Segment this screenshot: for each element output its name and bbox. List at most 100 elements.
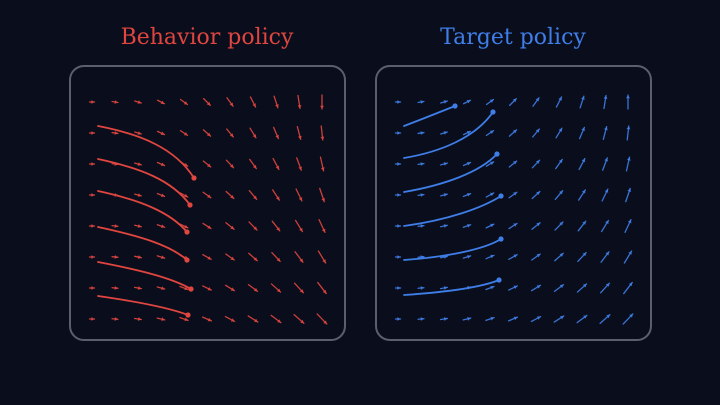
behavior-vector-arrow bbox=[249, 158, 257, 170]
target-vector-arrow bbox=[440, 286, 448, 290]
behavior-vector-arrow bbox=[294, 251, 304, 263]
behavior-trajectories bbox=[97, 125, 197, 318]
target-vector-arrow bbox=[554, 252, 564, 262]
behavior-vector-arrow bbox=[133, 317, 143, 321]
behavior-trajectory bbox=[97, 190, 190, 235]
target-vector-arrow bbox=[508, 191, 518, 199]
target-vector-arrow bbox=[440, 162, 448, 166]
behavior-vector-arrow bbox=[156, 224, 166, 229]
target-vector-arrow bbox=[394, 286, 402, 290]
behavior-vector-arrow bbox=[272, 157, 280, 171]
behavior-vector-arrow bbox=[202, 254, 212, 260]
behavior-vector-arrow bbox=[88, 100, 96, 104]
behavior-vector-arrow bbox=[248, 190, 258, 200]
target-vector-arrow bbox=[462, 223, 472, 228]
behavior-vector-arrow bbox=[111, 100, 119, 104]
target-vector-arrow bbox=[508, 254, 518, 260]
target-vector-arrow bbox=[553, 315, 565, 323]
behavior-vector-arrow bbox=[111, 255, 119, 259]
behavior-vector-arrow bbox=[179, 316, 189, 322]
target-vector-arrow bbox=[600, 219, 610, 233]
target-vector-arrow bbox=[622, 313, 634, 325]
behavior-vector-arrow bbox=[271, 220, 281, 232]
behavior-vector-arrow bbox=[320, 125, 325, 141]
behavior-vector-arrow bbox=[111, 317, 119, 321]
behavior-vector-arrow bbox=[293, 282, 305, 294]
target-vector-arrow bbox=[599, 282, 611, 294]
target-trajectory bbox=[403, 109, 496, 159]
target-vector-arrow bbox=[485, 98, 495, 106]
behavior-vector-arrow bbox=[179, 129, 189, 137]
behavior-vector-arrow bbox=[179, 285, 189, 291]
target-vector-arrow bbox=[394, 224, 402, 228]
target-trajectory bbox=[403, 103, 458, 127]
target-vector-arrow bbox=[603, 94, 608, 110]
target-vector-arrow bbox=[440, 224, 448, 228]
target-vector-arrow bbox=[394, 193, 402, 197]
behavior-vector-arrow bbox=[293, 314, 305, 324]
target-vector-arrow bbox=[554, 221, 564, 231]
behavior-vector-arrow bbox=[316, 313, 328, 325]
target-vector-arrow bbox=[626, 125, 631, 141]
behavior-vector-arrow bbox=[294, 219, 304, 233]
target-vector-arrow bbox=[394, 100, 402, 104]
behavior-vector-arrow bbox=[226, 128, 234, 138]
behavior-vector-arrow bbox=[270, 283, 282, 293]
behavior-trajectory bbox=[97, 226, 190, 263]
target-vector-arrow bbox=[485, 254, 495, 260]
behavior-vector-arrow bbox=[225, 190, 235, 200]
target-vector-arrow bbox=[439, 317, 449, 321]
target-vector-arrow bbox=[530, 284, 542, 292]
behavior-vector-arrow bbox=[225, 159, 235, 169]
behavior-vector-arrow bbox=[202, 222, 212, 230]
behavior-vector-arrow bbox=[202, 97, 212, 107]
behavior-vector-arrow bbox=[156, 286, 166, 291]
target-vector-arrow bbox=[625, 156, 631, 172]
behavior-vector-arrow bbox=[156, 99, 166, 105]
target-vector-arrow bbox=[508, 222, 518, 230]
behavior-vector-arrow bbox=[88, 255, 96, 259]
target-vector-arrow bbox=[555, 127, 563, 139]
behavior-vector-arrow bbox=[317, 281, 327, 295]
behavior-vector-arrow bbox=[296, 157, 302, 171]
target-vector-arrow bbox=[625, 187, 632, 203]
target-vector-arrow bbox=[599, 314, 611, 324]
behavior-vector-arrow bbox=[111, 286, 119, 290]
behavior-vector-arrow bbox=[224, 315, 236, 323]
target-vector-arrow bbox=[577, 220, 587, 232]
behavior-vector-arrow bbox=[179, 98, 189, 106]
behavior-vector-arrow bbox=[156, 192, 166, 198]
behavior-vector-arrow bbox=[156, 317, 166, 322]
target-vector-arrow bbox=[440, 193, 448, 197]
behavior-vector-arrow bbox=[295, 188, 303, 202]
target-vector-arrow bbox=[531, 222, 541, 230]
target-vector-arrow bbox=[394, 131, 402, 135]
target-vector-arrow bbox=[623, 281, 633, 295]
behavior-vector-arrow bbox=[248, 252, 258, 262]
target-vector-arrow bbox=[462, 316, 472, 321]
target-trajectory bbox=[403, 277, 502, 296]
target-vector-arrow bbox=[555, 96, 563, 108]
target-vector-arrow bbox=[508, 129, 518, 137]
target-vector-arrow bbox=[532, 128, 540, 138]
target-vector-arrow bbox=[485, 129, 495, 137]
behavior-vector-arrow bbox=[247, 315, 259, 323]
target-vector-arrow bbox=[578, 189, 586, 201]
target-vector-arrow bbox=[485, 316, 495, 322]
target-vector-arrow bbox=[553, 283, 565, 293]
target-vector-arrow bbox=[508, 285, 518, 291]
behavior-vector-arrow bbox=[134, 131, 142, 135]
behavior-vector-arrow bbox=[134, 224, 142, 228]
behavior-vector-arrow bbox=[297, 94, 302, 110]
behavior-vector-arrow bbox=[88, 131, 96, 135]
target-vector-arrow bbox=[602, 157, 608, 171]
target-vector-arrow bbox=[485, 223, 495, 229]
target-vector-arrow bbox=[417, 100, 425, 104]
target-vector-arrow bbox=[462, 161, 472, 167]
behavior-vector-arrow bbox=[249, 127, 257, 139]
target-trajectory bbox=[403, 236, 504, 261]
target-vector-arrow bbox=[578, 157, 586, 171]
behavior-vector-arrow bbox=[202, 160, 212, 168]
target-vector-arrow bbox=[530, 315, 542, 323]
behavior-vector-arrow bbox=[201, 316, 213, 322]
